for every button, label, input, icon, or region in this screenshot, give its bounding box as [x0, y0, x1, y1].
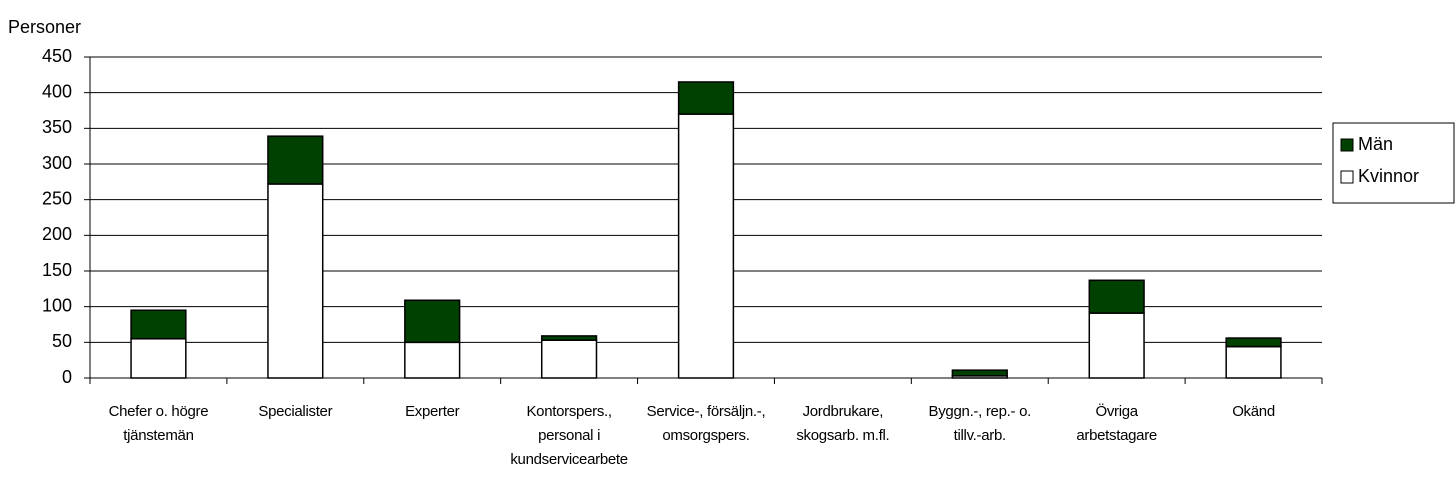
- y-axis-label: Personer: [8, 17, 81, 37]
- legend-swatch: [1340, 138, 1354, 152]
- legend-label: Män: [1358, 134, 1393, 154]
- bar-segment: [1225, 337, 1282, 348]
- bar-segment: [267, 135, 324, 185]
- bar-segment: [677, 81, 735, 115]
- x-tick-label: Experter: [405, 403, 460, 420]
- y-tick-label: 450: [42, 46, 72, 66]
- y-tick-label: 250: [42, 188, 72, 208]
- bar-segment: [404, 341, 461, 379]
- y-tick-label: 150: [42, 260, 72, 280]
- bar-segment: [540, 339, 598, 379]
- y-tick-label: 100: [42, 295, 72, 315]
- bar-segment: [130, 338, 187, 379]
- y-tick-label: 0: [62, 367, 72, 387]
- x-tick-label: Chefer o. högre tjänstemän: [108, 403, 209, 444]
- y-tick-label: 300: [42, 153, 72, 173]
- x-tick-label: Service-, försäljn.-, omsorgspers.: [646, 403, 766, 444]
- x-tick-label: Byggn.-, rep.- o. tillv.-arb.: [928, 403, 1032, 444]
- legend-swatch: [1340, 170, 1354, 184]
- bar-segment: [1088, 279, 1145, 314]
- y-tick-label: 200: [42, 224, 72, 244]
- bar-segment: [951, 369, 1008, 377]
- x-tick-label: Specialister: [258, 403, 333, 420]
- y-tick-label: 400: [42, 81, 72, 101]
- y-tick-label: 50: [52, 331, 72, 351]
- bar-segment: [130, 309, 187, 340]
- x-tick-label: Övriga arbetstagare: [1076, 403, 1157, 444]
- x-tick-label: Kontorspers., personal i kundservicearbe…: [510, 403, 628, 468]
- bar-segment: [1225, 345, 1282, 379]
- y-tick-label: 350: [42, 117, 72, 137]
- bar-segment: [540, 335, 598, 341]
- bar-segment: [267, 183, 324, 379]
- x-tick-label: Jordbrukare, skogsarb. m.fl.: [796, 403, 890, 444]
- bar-segment: [677, 113, 735, 379]
- legend-label: Kvinnor: [1358, 166, 1419, 186]
- bar-segment: [404, 299, 461, 344]
- x-tick-label: Okänd: [1232, 403, 1275, 420]
- bar-segment: [1088, 312, 1145, 379]
- legend-box: [1332, 122, 1455, 204]
